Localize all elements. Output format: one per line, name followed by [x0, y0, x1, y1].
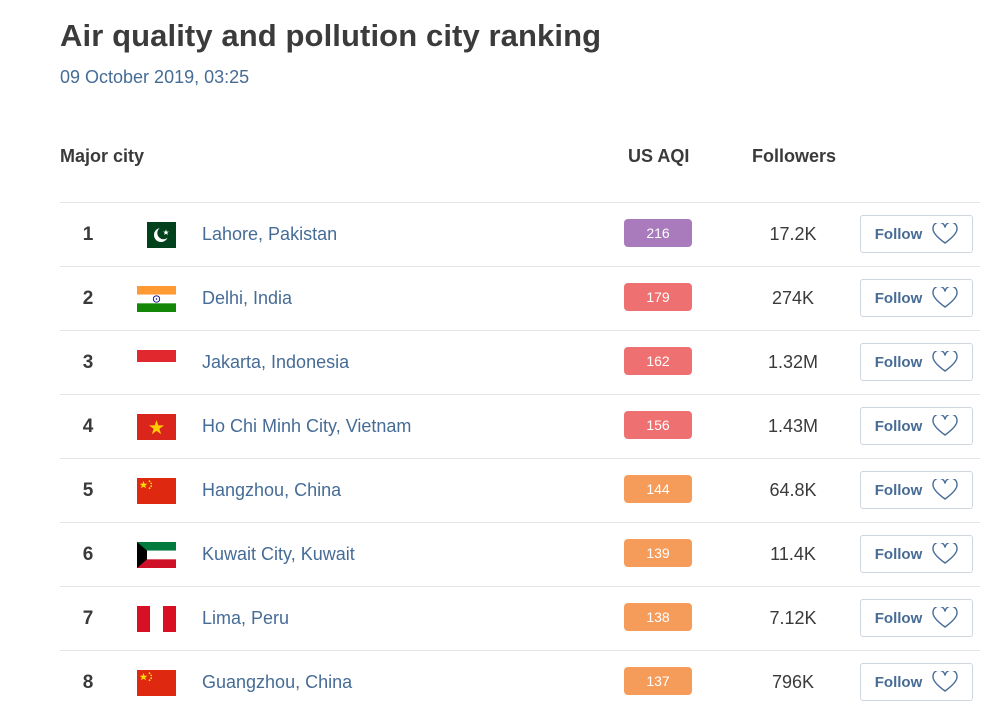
table-row: 5 Hangzhou, China 144 64.8K Follow [60, 458, 980, 522]
kuwait-flag-icon [137, 542, 176, 568]
ranking-table: 1 Lahore, Pakistan 216 17.2K Follow 2 De… [60, 202, 980, 714]
rank-number: 2 [82, 287, 94, 309]
aqi-badge: 138 [624, 603, 692, 631]
rank-number: 8 [82, 671, 94, 693]
china-flag-icon [137, 670, 176, 696]
city-link[interactable]: Delhi, India [202, 288, 293, 308]
followers-count: 11.4K [770, 544, 816, 564]
rank-number: 4 [82, 415, 94, 437]
follow-button[interactable]: Follow [860, 407, 973, 445]
follow-label: Follow [874, 609, 923, 627]
aqi-badge: 137 [624, 667, 692, 695]
follow-label: Follow [874, 353, 923, 371]
india-flag-icon [137, 286, 176, 312]
heart-icon [932, 287, 958, 308]
pakistan-flag-icon [137, 222, 176, 248]
rank-number: 3 [82, 351, 94, 373]
followers-count: 1.32M [767, 352, 819, 372]
heart-icon [932, 479, 958, 500]
aqi-badge: 216 [624, 219, 692, 247]
follow-label: Follow [874, 417, 923, 435]
followers-count: 796K [771, 672, 815, 692]
rank-number: 1 [82, 223, 94, 245]
aqi-badge: 144 [624, 475, 692, 503]
follow-button[interactable]: Follow [860, 663, 973, 701]
follow-button[interactable]: Follow [860, 471, 973, 509]
rank-number: 7 [82, 607, 94, 629]
indonesia-flag-icon [137, 350, 176, 362]
page-title: Air quality and pollution city ranking [60, 18, 602, 53]
follow-label: Follow [874, 481, 923, 499]
follow-label: Follow [874, 545, 923, 563]
followers-count: 7.12K [769, 608, 817, 628]
city-link[interactable]: Kuwait City, Kuwait [202, 544, 355, 564]
follow-button[interactable]: Follow [860, 343, 973, 381]
table-row: 8 Guangzhou, China 137 796K Follow [60, 650, 980, 714]
city-link[interactable]: Guangzhou, China [202, 672, 353, 692]
table-row: 4 Ho Chi Minh City, Vietnam 156 1.43M Fo… [60, 394, 980, 458]
heart-icon [932, 351, 958, 372]
heart-icon [932, 607, 958, 628]
heart-icon [932, 415, 958, 436]
heart-icon [932, 223, 958, 244]
city-link[interactable]: Hangzhou, China [202, 480, 342, 500]
table-row: 7 Lima, Peru 138 7.12K Follow [60, 586, 980, 650]
aqi-badge: 139 [624, 539, 692, 567]
table-row: 1 Lahore, Pakistan 216 17.2K Follow [60, 202, 980, 266]
vietnam-flag-icon [137, 414, 176, 440]
followers-count: 1.43M [767, 416, 819, 436]
city-link[interactable]: Ho Chi Minh City, Vietnam [202, 416, 412, 436]
follow-label: Follow [874, 673, 923, 691]
followers-count: 17.2K [769, 224, 817, 244]
heart-icon [932, 671, 958, 692]
rank-number: 6 [82, 543, 94, 565]
followers-count: 64.8K [769, 480, 817, 500]
follow-button[interactable]: Follow [860, 215, 973, 253]
follow-button[interactable]: Follow [860, 535, 973, 573]
aqi-badge: 162 [624, 347, 692, 375]
followers-count: 274K [771, 288, 815, 308]
heart-icon [932, 543, 958, 564]
follow-label: Follow [874, 225, 923, 243]
column-header-aqi: US AQI [628, 146, 690, 166]
timestamp: 09 October 2019, 03:25 [60, 67, 250, 87]
follow-button[interactable]: Follow [860, 279, 973, 317]
column-header-followers: Followers [752, 146, 837, 166]
table-row: 2 Delhi, India 179 274K Follow [60, 266, 980, 330]
rank-number: 5 [82, 479, 94, 501]
table-row: 3 Jakarta, Indonesia 162 1.32M Follow [60, 330, 980, 394]
follow-button[interactable]: Follow [860, 599, 973, 637]
china-flag-icon [137, 478, 176, 504]
follow-label: Follow [874, 289, 923, 307]
city-link[interactable]: Jakarta, Indonesia [202, 352, 350, 372]
aqi-badge: 179 [624, 283, 692, 311]
peru-flag-icon [137, 606, 176, 632]
aqi-badge: 156 [624, 411, 692, 439]
city-link[interactable]: Lima, Peru [202, 608, 290, 628]
city-link[interactable]: Lahore, Pakistan [202, 224, 338, 244]
column-header-city: Major city [60, 146, 145, 166]
table-row: 6 Kuwait City, Kuwait 139 11.4K Follow [60, 522, 980, 586]
